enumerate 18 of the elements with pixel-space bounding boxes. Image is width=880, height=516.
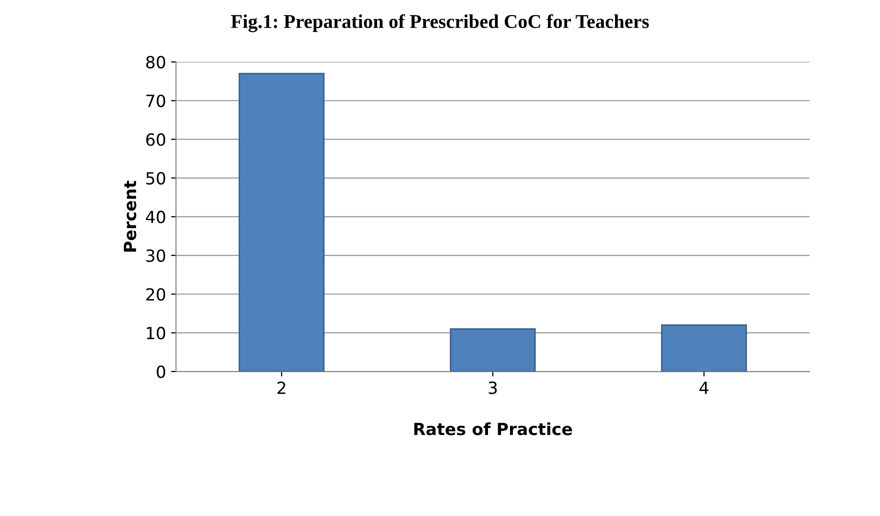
y-tick-label: 80 (146, 56, 166, 68)
y-tick-label: 50 (146, 172, 166, 185)
x-tick-label: 3 (488, 382, 497, 394)
y-tick-label: 70 (146, 94, 166, 108)
bar (661, 324, 747, 372)
y-tick-label: 20 (146, 288, 166, 301)
y-tick-label: 10 (146, 326, 166, 340)
x-axis-title: Rates of Practice (414, 422, 572, 436)
x-tick-label: 2 (278, 382, 286, 394)
chart-title: Fig.1: Preparation of Prescribed CoC for Teachers (231, 14, 649, 32)
bar (450, 328, 536, 372)
bar (238, 72, 325, 372)
y-tick-label: 0 (156, 365, 166, 378)
y-tick-label: 30 (146, 249, 166, 262)
x-tick-label: 4 (700, 382, 708, 394)
y-tick-label: 60 (146, 133, 166, 146)
y-axis-title: Percent (124, 180, 136, 252)
y-tick-label: 40 (146, 210, 166, 224)
